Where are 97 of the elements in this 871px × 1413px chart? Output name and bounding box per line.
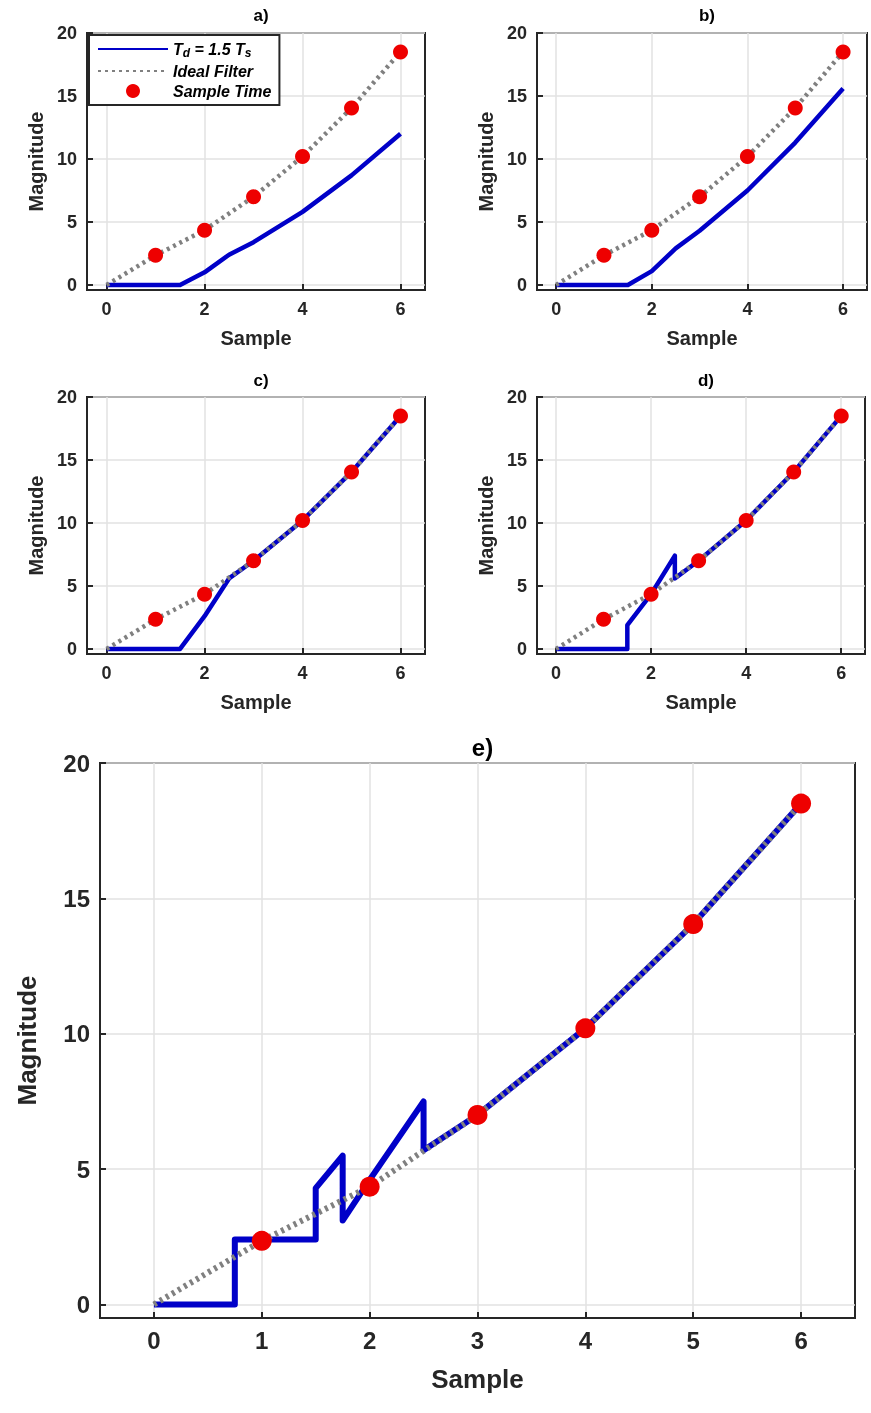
- y-tick-label: 0: [66, 638, 77, 659]
- x-tick-label: 4: [741, 663, 752, 683]
- y-tick-label: 15: [63, 884, 90, 912]
- y-tick-label: 15: [56, 449, 77, 470]
- x-tick-label: 4: [742, 299, 753, 319]
- point: [148, 611, 164, 627]
- legend-label: Ideal Filter: [173, 62, 254, 80]
- point: [692, 189, 708, 205]
- x-tick-label: 6: [836, 663, 847, 683]
- y-tick-label: 10: [506, 512, 527, 533]
- x-axis-title: Sample: [431, 1364, 524, 1394]
- point: [197, 222, 213, 238]
- x-axis-title: Sample: [220, 691, 292, 713]
- x-tick-label: 6: [395, 299, 406, 319]
- x-tick-label: 3: [470, 1326, 485, 1354]
- point: [148, 247, 164, 263]
- line-series: [553, 86, 846, 288]
- point: [683, 914, 704, 935]
- y-tick-label: 10: [56, 512, 77, 533]
- point: [295, 512, 311, 528]
- point: [643, 586, 659, 602]
- chart-title: d): [697, 371, 715, 390]
- y-tick-label: 10: [63, 1020, 90, 1048]
- x-tick-label: 0: [147, 1326, 161, 1354]
- point: [467, 1104, 488, 1125]
- x-tick-label: 6: [395, 663, 406, 683]
- point: [596, 611, 612, 627]
- y-tick-label: 15: [506, 449, 527, 470]
- point: [575, 1018, 596, 1039]
- x-tick-label: 4: [297, 663, 308, 683]
- y-tick-label: 20: [56, 23, 77, 43]
- point: [344, 100, 360, 116]
- point: [791, 793, 812, 814]
- y-tick-label: 20: [506, 387, 527, 407]
- y-tick-label: 0: [516, 274, 527, 295]
- chart-title: c): [253, 371, 269, 390]
- chart-title: e): [471, 733, 494, 761]
- x-tick-label: 4: [578, 1326, 593, 1354]
- line-series: [104, 131, 403, 288]
- x-tick-label: 2: [199, 663, 210, 683]
- x-tick-label: 2: [646, 663, 657, 683]
- y-tick-label: 0: [516, 638, 527, 659]
- y-tick-label: 20: [506, 23, 527, 43]
- point: [197, 586, 213, 602]
- x-tick-label: 2: [199, 299, 210, 319]
- y-tick-label: 0: [76, 1290, 90, 1318]
- y-tick-label: 15: [506, 85, 527, 106]
- y-tick-label: 20: [56, 387, 77, 407]
- point: [739, 148, 755, 164]
- y-axis-title: Magnitude: [475, 475, 498, 576]
- y-tick-label: 5: [66, 575, 77, 596]
- x-tick-label: 2: [646, 299, 657, 319]
- chart-title: b): [698, 6, 716, 25]
- point: [644, 222, 660, 238]
- y-tick-label: 5: [76, 1155, 90, 1183]
- x-tick-label: 0: [551, 299, 562, 319]
- x-axis-title: Sample: [220, 327, 292, 349]
- y-tick-label: 10: [56, 148, 77, 169]
- point: [835, 44, 851, 60]
- y-tick-label: 10: [506, 148, 527, 169]
- y-axis-title: Magnitude: [25, 111, 48, 212]
- chart-title: a): [253, 6, 269, 25]
- point: [786, 464, 802, 480]
- point: [691, 553, 707, 569]
- x-axis-title: Sample: [666, 327, 738, 349]
- point: [246, 189, 262, 205]
- y-axis-title: Magnitude: [475, 111, 498, 212]
- point: [596, 247, 612, 263]
- y-tick-label: 5: [66, 211, 77, 232]
- x-axis-title: Sample: [665, 691, 737, 713]
- point: [393, 44, 409, 60]
- point: [251, 1230, 272, 1251]
- y-tick-label: 15: [56, 85, 77, 106]
- point: [393, 408, 409, 424]
- point: [833, 408, 849, 424]
- x-tick-label: 1: [255, 1326, 269, 1354]
- legend-label: Sample Time: [173, 82, 272, 100]
- point: [738, 512, 754, 528]
- point: [246, 553, 262, 569]
- y-axis-title: Magnitude: [12, 975, 42, 1106]
- point: [295, 148, 311, 164]
- point: [787, 100, 803, 116]
- x-tick-label: 6: [794, 1326, 808, 1354]
- x-tick-label: 4: [297, 299, 308, 319]
- y-tick-label: 20: [63, 749, 90, 777]
- y-tick-label: 5: [516, 575, 527, 596]
- x-tick-label: 2: [362, 1326, 377, 1354]
- y-tick-label: 5: [516, 211, 527, 232]
- x-tick-label: 0: [101, 299, 112, 319]
- x-tick-label: 0: [101, 663, 112, 683]
- x-tick-label: 0: [551, 663, 562, 683]
- y-axis-title: Magnitude: [25, 475, 48, 576]
- y-tick-label: 0: [66, 274, 77, 295]
- point: [359, 1176, 380, 1197]
- point: [344, 464, 360, 480]
- x-tick-label: 6: [838, 299, 849, 319]
- x-tick-label: 5: [686, 1326, 700, 1354]
